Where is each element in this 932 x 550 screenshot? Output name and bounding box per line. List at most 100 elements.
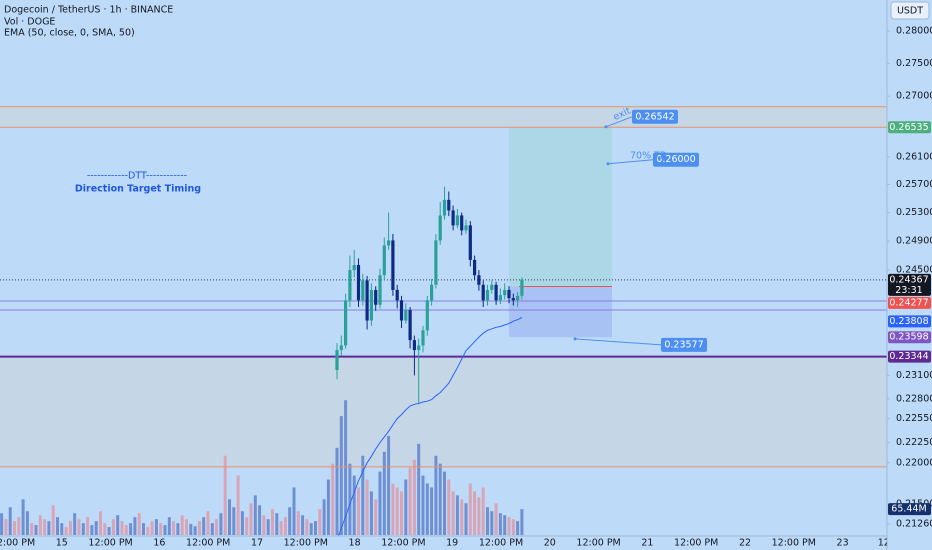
volume-bar (455, 495, 459, 535)
volume-bar (460, 499, 464, 535)
volume-bar (301, 515, 305, 535)
x-tick-label: 19 (446, 538, 458, 549)
candle-body (511, 298, 515, 301)
x-tick-label: 18 (349, 538, 361, 549)
x-tick-label: 12:00 PM (186, 538, 230, 549)
volume-bar (490, 511, 494, 535)
candle-body (485, 289, 490, 301)
volume-bar (378, 471, 382, 535)
volume-bar (425, 483, 429, 535)
volume-bar (56, 517, 59, 535)
volume-bar (430, 487, 434, 535)
volume-bar (404, 479, 408, 535)
price-label-box (888, 273, 931, 296)
volume-bar (107, 527, 111, 535)
volume-bar (382, 451, 386, 535)
y-tick-label: 0.28000 (896, 26, 932, 37)
volume-bar (163, 525, 167, 535)
volume-bar (486, 507, 489, 535)
candle-body (421, 330, 425, 346)
volume-bar (473, 491, 477, 535)
volume-bar (150, 521, 154, 535)
y-tick-label: 0.22250 (896, 437, 932, 448)
price-label-box (888, 315, 931, 328)
volume-bar (335, 447, 339, 535)
x-tick-label: 21 (641, 538, 653, 549)
price-label: 0.24367 (889, 274, 928, 285)
currency[interactable]: USDT (897, 6, 923, 17)
volume-bar (228, 499, 231, 535)
volume-bar (511, 519, 515, 535)
time-axis: 12:00 PM 15 12:00 PM 16 12:00 PM 17 12:00 PM 18… (0, 538, 887, 549)
volume-bar (13, 521, 16, 535)
candle-body (417, 345, 421, 351)
y-tick-label: 0.23100 (896, 370, 932, 381)
price-label-box (888, 350, 931, 363)
candle-body (498, 295, 502, 301)
volume-bar (8, 507, 12, 535)
volume-bar (258, 505, 262, 535)
x-tick-label: 12:00 PM (576, 538, 620, 549)
volume-bar (357, 487, 360, 535)
volume-bar (503, 515, 507, 535)
volume-bar (137, 513, 141, 535)
volume-bar (288, 507, 292, 535)
volume-bar (253, 495, 257, 535)
x-tick-label: 23 (837, 538, 849, 549)
y-tick-label: 0.22000 (896, 457, 932, 468)
candle-body (412, 340, 416, 351)
x-tick-label: 12:00 PM (772, 538, 816, 549)
symbol-title: Dogecoin / TetherUS · 1h · BINANCE (4, 5, 173, 16)
candle-body (374, 289, 378, 305)
volume-bar (172, 521, 176, 535)
volume-bar (99, 511, 102, 535)
candle-body (520, 279, 524, 296)
volume-bar (447, 479, 451, 535)
volume-bar (464, 503, 468, 535)
volume-bar (236, 475, 240, 535)
volume-bar (25, 511, 29, 535)
candle-body (395, 289, 399, 301)
price-label-box (888, 296, 931, 309)
volume-bar (275, 513, 279, 535)
candle-body (473, 259, 477, 276)
candle-body (460, 215, 464, 231)
volume-bar (81, 523, 85, 535)
volume-bar (507, 517, 511, 535)
currency-box[interactable] (890, 1, 930, 20)
volume-bar (64, 527, 68, 535)
candle-body (481, 284, 485, 301)
candle-body (348, 270, 352, 301)
volume-bar (219, 513, 223, 535)
plot-area (0, 106, 887, 536)
volume-bar (142, 523, 145, 535)
candle-body (503, 289, 507, 296)
volume-bar (249, 503, 253, 535)
callout-price: 0.23577 (664, 339, 703, 350)
volume-bar (271, 509, 274, 535)
volume-bar (421, 475, 425, 535)
volume-bar (129, 523, 133, 535)
candle-body (344, 300, 348, 346)
volume-bar (400, 491, 403, 535)
volume-bar (223, 455, 227, 535)
volume-bar (369, 491, 373, 535)
volume-bar (185, 519, 188, 535)
x-tick-label: 20 (544, 538, 556, 549)
volume-bar (17, 517, 21, 535)
volume-bar (408, 467, 412, 535)
volume-bar (154, 519, 158, 535)
candle-body (382, 245, 386, 276)
volume-bar (124, 525, 128, 535)
volume-bar (90, 525, 94, 535)
candle-body (464, 225, 468, 231)
candle-body (438, 215, 442, 241)
volume-bar (103, 523, 107, 535)
candle-body (442, 199, 447, 216)
callout-dot (573, 337, 577, 341)
volume-bar (189, 523, 193, 535)
callout-line (605, 116, 633, 128)
volume-bar (167, 517, 171, 535)
candle-body (378, 275, 382, 305)
x-tick-label: 12:00 PM (674, 538, 718, 549)
